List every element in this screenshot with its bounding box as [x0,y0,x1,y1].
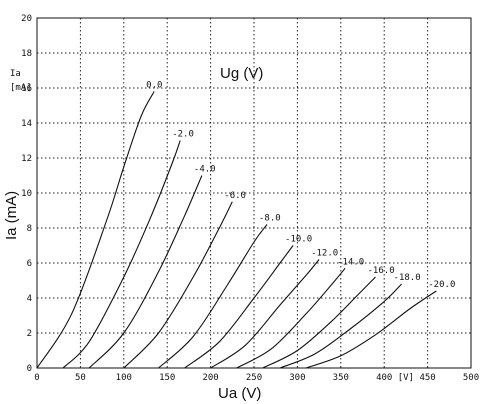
x-tick-label: 100 [116,373,132,383]
series-curve [123,201,233,369]
y-tick-label: 14 [21,119,32,129]
y-ticks: 0 2 4 6 8 10 12 14 16 18 20 [21,14,32,374]
series-label: -20.0 [428,280,455,290]
series-label: -8.0 [259,214,281,224]
series-curve [184,245,294,369]
x-tick-label: 0 [34,373,39,383]
y-tick-label: 0 [27,364,32,374]
series-curve [88,175,203,369]
y-unit-label: Ia [mA] [10,69,32,93]
series-curve [305,290,437,369]
series-curve [36,91,155,369]
series-curve [262,276,376,369]
plot-frame [36,17,472,369]
x-ticks: 0 50 100 150 200 250 300 350 400 [V] 450 500 [34,373,479,383]
series-label: -6.0 [224,191,246,201]
series-curve [236,267,346,369]
x-tick-label: [V] [398,373,414,383]
series-curve [62,140,181,369]
y-tick-label: 8 [27,224,32,234]
series-labels: 0.0-2.0-4.0-6.0-8.0-10.0-12.0-14.0-16.0-… [146,81,455,291]
y-tick-label: 18 [21,49,32,59]
y-tick-label: 6 [27,259,32,269]
y-axis-label: Ia (mA) [3,191,20,240]
x-tick-label: 250 [246,373,262,383]
series-curve [158,224,268,369]
x-tick-label: 200 [202,373,218,383]
x-tick-label: 50 [75,373,86,383]
legend-title: Ug (V) [220,65,263,82]
series-label: -10.0 [285,235,312,245]
y-tick-label: 4 [27,294,32,304]
series-curve [210,259,320,369]
x-tick-label: 150 [159,373,175,383]
x-tick-label: 450 [419,373,435,383]
x-tick-label: 400 [376,373,392,383]
series-label: -2.0 [172,130,194,140]
y-tick-label: 20 [21,14,32,24]
grid-layer [36,17,472,369]
y-tick-label: 2 [27,329,32,339]
x-tick-label: 350 [333,373,349,383]
series-label: 0.0 [146,81,162,91]
series-label: -4.0 [194,165,216,175]
curves-layer [36,91,437,369]
x-tick-label: 500 [463,373,479,383]
series-curve [279,283,402,369]
y-tick-label: 16 [21,84,32,94]
y-tick-label: 12 [21,154,32,164]
series-label: -16.0 [368,266,395,276]
series-label: -12.0 [311,249,338,259]
series-label: -18.0 [394,273,421,283]
series-label: -14.0 [337,257,364,267]
y-tick-label: 10 [21,189,32,199]
x-axis-label: Ua (V) [218,385,261,402]
x-tick-label: 300 [289,373,305,383]
